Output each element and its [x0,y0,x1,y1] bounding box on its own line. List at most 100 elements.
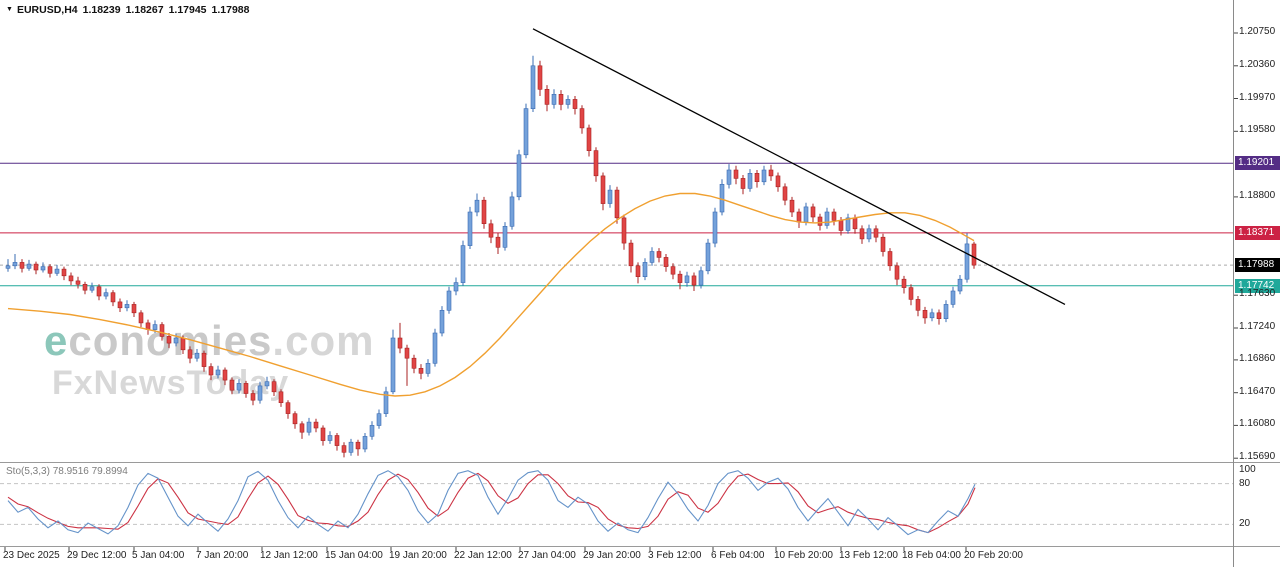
price-level-label: 1.17742 [1235,279,1280,293]
candle-body [306,421,312,433]
candle-body [236,383,242,391]
price-axis-label: 1.17240 [1239,321,1276,332]
candle-body [887,251,893,267]
candle-body [558,94,564,105]
candle-body [320,427,326,441]
candle-body [481,199,487,224]
candle-body [922,309,928,319]
candle-body [929,312,935,319]
candle-body [523,108,529,156]
collapse-arrow-icon[interactable]: ▼ [6,6,13,13]
price-axis-label: 1.16080 [1239,418,1276,429]
candle-body [796,211,802,223]
candle-body [579,108,585,129]
time-axis-label: 3 Feb 12:00 [648,550,702,561]
candle-body [614,189,620,219]
candle-body [12,262,18,267]
moving-average-line[interactable] [7,192,975,397]
candle-body [866,228,872,240]
time-axis-label: 12 Jan 12:00 [260,550,318,561]
candle-body [754,173,760,183]
candle-body [957,278,963,292]
time-axis-label: 19 Jan 20:00 [389,550,447,561]
candle-body [831,211,837,221]
candle-body [537,65,543,90]
candle-body [264,381,270,387]
candle-body [26,263,32,269]
candle-body [257,385,263,401]
candle-body [376,413,382,426]
candle-body [327,435,333,441]
candle-body [278,391,284,403]
time-axis-label: 29 Dec 12:00 [67,550,127,561]
candle-body [621,217,627,244]
candle-body [460,245,466,283]
candle-body [572,99,578,109]
candle-body [355,441,361,450]
candle-body [124,304,130,309]
candle-body [593,150,599,177]
candle-body [446,290,452,311]
trendline[interactable] [532,28,1066,305]
candle-body [656,251,662,258]
candle-body [131,304,137,314]
candle-body [691,275,697,286]
time-axis-label: 23 Dec 2025 [3,550,60,561]
candle-body [68,275,74,282]
candle-body [768,169,774,177]
candle-body [152,324,158,330]
candle-body [47,266,53,274]
low-value: 1.17945 [168,4,207,16]
candle-body [705,242,711,272]
candle-body [516,154,522,198]
candle-body [467,211,473,246]
open-value: 1.18239 [82,4,121,16]
time-axis-label: 22 Jan 12:00 [454,550,512,561]
candle-body [453,282,459,292]
candle-body [971,243,977,266]
time-axis[interactable]: 23 Dec 2025 29 Dec 12:00 5 Jan 04:00 7 Jan … [0,549,1280,567]
price-axis-label: 1.20360 [1239,59,1276,70]
candle-body [670,266,676,275]
candle-body [159,324,165,337]
candle-body [684,275,690,283]
candle-body [747,173,753,189]
candle-body [348,441,354,453]
candle-body [292,413,298,425]
candle-body [488,223,494,238]
candle-body [628,242,634,267]
candle-body [194,352,200,359]
candle-body [663,257,669,267]
candle-body [54,268,60,274]
candle-body [201,352,207,367]
price-axis[interactable]: 1.20750 1.20360 1.19970 1.19580 1.19201 1.188… [1235,0,1280,567]
candle-body [733,169,739,179]
time-axis-label: 5 Jan 04:00 [132,550,185,561]
candle-body [873,228,879,238]
price-axis-label: 1.15690 [1239,451,1276,462]
candle-body [642,262,648,277]
candle-body [789,199,795,213]
candle-body [138,312,144,324]
price-axis-label: 1.20750 [1239,26,1276,37]
candle-body [313,421,319,429]
candle-body [607,189,613,204]
candle-body [208,366,214,376]
candle-body [334,435,340,446]
candle-body [908,287,914,300]
candle-body [222,369,228,381]
candle-body [89,286,95,291]
price-axis-label: 1.18800 [1239,190,1276,201]
candle-body [432,332,438,364]
sto-axis-label: 100 [1239,464,1256,475]
time-axis-label: 18 Feb 04:00 [902,550,961,561]
candle-body [726,169,732,185]
symbol-label: EURUSD,H4 [16,4,78,16]
candle-body [404,347,410,359]
candle-body [439,309,445,334]
stochastic-main-line[interactable] [7,470,976,536]
time-axis-label: 15 Jan 04:00 [325,550,383,561]
price-axis-label: 1.16860 [1239,353,1276,364]
candle-body [40,266,46,271]
